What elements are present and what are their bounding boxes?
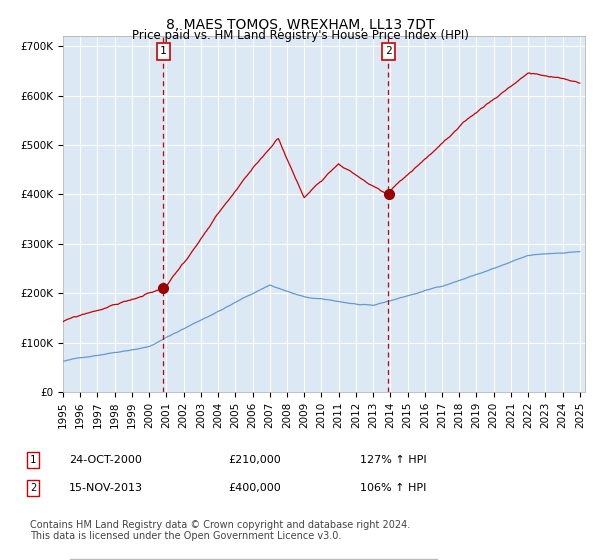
Text: £210,000: £210,000 (228, 455, 281, 465)
Text: 1: 1 (30, 455, 36, 465)
Text: 2: 2 (385, 46, 392, 56)
Text: 2: 2 (30, 483, 36, 493)
Text: Contains HM Land Registry data © Crown copyright and database right 2024.: Contains HM Land Registry data © Crown c… (30, 520, 410, 530)
Text: 8, MAES TOMOS, WREXHAM, LL13 7DT: 8, MAES TOMOS, WREXHAM, LL13 7DT (166, 18, 434, 32)
Text: 1: 1 (160, 46, 167, 56)
Text: 15-NOV-2013: 15-NOV-2013 (69, 483, 143, 493)
Text: 106% ↑ HPI: 106% ↑ HPI (360, 483, 427, 493)
Text: This data is licensed under the Open Government Licence v3.0.: This data is licensed under the Open Gov… (30, 531, 341, 542)
Text: Price paid vs. HM Land Registry's House Price Index (HPI): Price paid vs. HM Land Registry's House … (131, 29, 469, 42)
Text: 24-OCT-2000: 24-OCT-2000 (69, 455, 142, 465)
Legend: 8, MAES TOMOS, WREXHAM, LL13 7DT (detached house), HPI: Average price, detached : 8, MAES TOMOS, WREXHAM, LL13 7DT (detach… (68, 559, 438, 560)
Text: £400,000: £400,000 (228, 483, 281, 493)
Text: 127% ↑ HPI: 127% ↑ HPI (360, 455, 427, 465)
